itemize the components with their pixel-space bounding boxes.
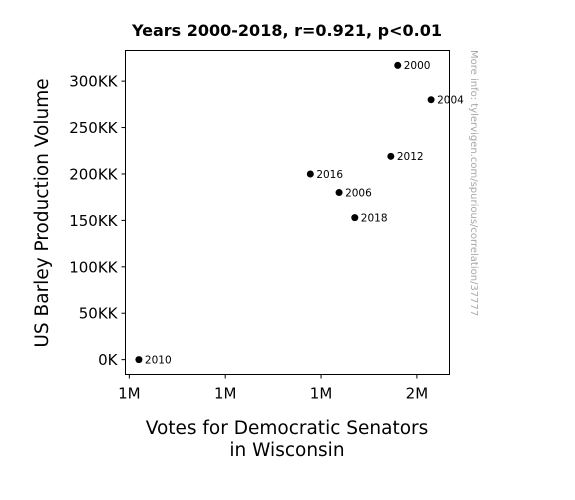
data-point-label: 2016: [316, 169, 343, 181]
data-point-2006: [335, 189, 343, 197]
data-point-2012: [387, 152, 395, 160]
data-point-label: 2010: [145, 354, 172, 366]
data-points: 2000 2004 2006 2010 2012 2016 2018: [135, 60, 464, 366]
data-point-2010: [135, 356, 143, 364]
data-point-label: 2018: [361, 212, 388, 224]
watermark-text: More info: tylervigen.com/spurious/corre…: [468, 50, 479, 316]
y-tick-label: 0K: [98, 351, 119, 369]
x-tick-label: 1M: [118, 385, 141, 403]
data-point-2004: [427, 96, 435, 104]
data-point-label: 2004: [437, 95, 464, 107]
data-point-label: 2000: [404, 60, 431, 72]
data-point-2018: [351, 214, 359, 222]
y-tick-label: 250KK: [69, 119, 118, 137]
x-tick-label: 1M: [310, 385, 333, 403]
x-axis-label-line-2: in Wisconsin: [229, 440, 344, 461]
y-tick-label: 150KK: [69, 212, 118, 230]
x-axis: 1M 1M 1M 2M: [118, 374, 429, 403]
y-tick-label: 200KK: [69, 165, 118, 183]
y-tick-label: 100KK: [69, 258, 118, 276]
data-point-label: 2006: [345, 187, 372, 199]
y-tick-label: 300KK: [69, 73, 118, 91]
x-tick-label: 2M: [406, 385, 429, 403]
y-axis: 0K 50KK 100KK 150KK 200KK 250KK 300KK: [69, 73, 126, 369]
data-point-2016: [306, 170, 314, 178]
chart-title: Years 2000-2018, r=0.921, p<0.01: [131, 21, 442, 40]
data-point-label: 2012: [397, 151, 424, 163]
x-axis-label-line-1: Votes for Democratic Senators: [146, 418, 429, 439]
plot-frame: [125, 50, 450, 375]
y-axis-label: US Barley Production Volume: [32, 78, 53, 347]
data-point-2000: [394, 61, 402, 69]
y-tick-label: 50KK: [79, 305, 119, 323]
x-tick-label: 1M: [214, 385, 237, 403]
